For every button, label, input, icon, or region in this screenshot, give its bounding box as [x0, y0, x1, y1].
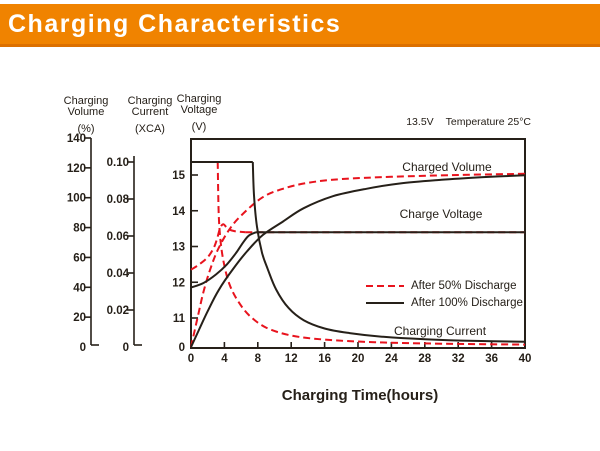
current-tick-label: 0 — [123, 342, 129, 354]
legend-solid-line-sample — [366, 301, 404, 304]
voltage-tick-label: 13 — [172, 242, 185, 254]
curve-charging-current-after-100-discharge — [251, 161, 526, 343]
curve-charging-current-after-50-discharge — [216, 161, 526, 346]
temperature-value: Temperature 25°C — [445, 116, 531, 128]
voltage-tick-label: 0 — [179, 342, 185, 354]
volume-tick-label: 0 — [80, 342, 86, 354]
page-title: Charging Characteristics — [8, 9, 342, 38]
volume-tick-label: 100 — [67, 193, 86, 205]
volume-tick-label: 120 — [67, 163, 86, 175]
current-tick-label: 0.10 — [107, 157, 129, 169]
x-tick-label: 20 — [352, 353, 365, 365]
current-tick-label: 0.04 — [107, 268, 130, 280]
curve-charge-voltage-after-100-discharge — [190, 231, 257, 289]
header-bar: Charging Characteristics — [0, 4, 600, 47]
volume-tick-label: 80 — [73, 223, 86, 235]
voltage-tick-label: 15 — [172, 170, 185, 182]
x-tick-label: 12 — [285, 353, 298, 365]
volume-tick-label: 60 — [73, 252, 86, 264]
curve-charged-volume-after-100-discharge — [190, 174, 526, 348]
x-tick-label: 28 — [418, 353, 431, 365]
x-tick-label: 4 — [221, 353, 228, 365]
curve-charged-volume-after-50-discharge — [190, 172, 526, 348]
axis-unit-volume: (%) — [77, 123, 95, 135]
legend-label: After 50% Discharge — [411, 279, 517, 292]
x-tick-label: 32 — [452, 353, 465, 365]
curve-label-charging-current: Charging Current — [393, 324, 487, 338]
legend: After 50% Discharge After 100% Discharge — [366, 277, 523, 311]
legend-item-50-discharge: After 50% Discharge — [366, 277, 523, 294]
voltage-tick-label: 11 — [173, 313, 186, 325]
curve-label-charge-voltage: Charge Voltage — [399, 207, 483, 221]
voltage-tick-label: 12 — [172, 277, 185, 289]
axis-header-charging-voltage: Charging Voltage (V) — [176, 93, 222, 133]
curve-label-charged-volume: Charged Volume — [402, 160, 492, 174]
voltage-tick-label: 14 — [172, 206, 185, 218]
volume-tick-label: 20 — [73, 312, 86, 324]
curve-charge-voltage-after-50-discharge — [190, 223, 246, 271]
current-tick-label: 0.08 — [107, 194, 130, 206]
volume-tick-label: 140 — [67, 133, 86, 145]
axis-header-charging-volume: Charging Volume (%) — [63, 95, 109, 135]
current-tick-label: 0.02 — [107, 305, 129, 317]
legend-item-100-discharge: After 100% Discharge — [366, 294, 523, 311]
legend-dashed-line-sample — [366, 284, 404, 287]
x-tick-label: 0 — [188, 353, 194, 365]
x-tick-label: 16 — [318, 353, 331, 365]
set-voltage-value: 13.5V — [406, 116, 434, 128]
x-tick-label: 40 — [519, 353, 532, 365]
axis-unit-voltage: (V) — [191, 121, 207, 133]
x-axis-title: Charging Time(hours) — [281, 387, 439, 404]
legend-label: After 100% Discharge — [411, 296, 523, 309]
x-tick-label: 24 — [385, 353, 398, 365]
x-tick-label: 36 — [485, 353, 498, 365]
axis-unit-current: (XCA) — [135, 123, 165, 135]
axis-header-charging-current: Charging Current (XCA) — [127, 95, 173, 135]
current-tick-label: 0.06 — [107, 231, 129, 243]
x-tick-label: 8 — [255, 353, 262, 365]
condition-annotation: 13.5V Temperature 25°C — [406, 116, 531, 128]
volume-tick-label: 40 — [73, 282, 86, 294]
